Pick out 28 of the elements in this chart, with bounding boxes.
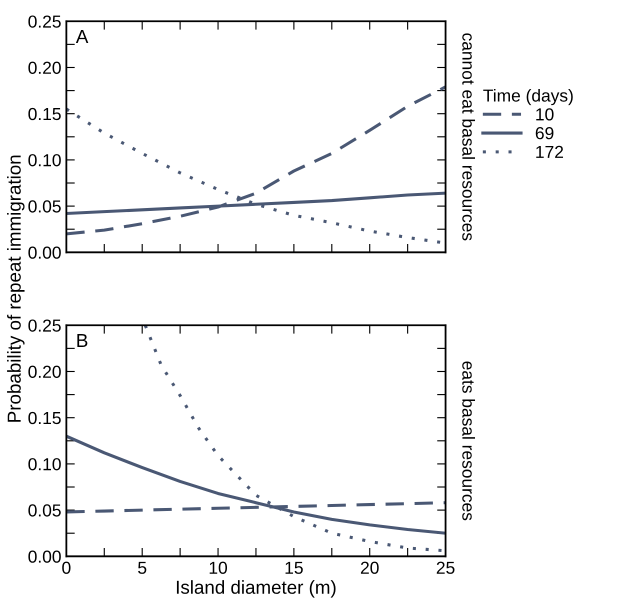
- x-axis-title: Island diameter (m): [176, 580, 336, 598]
- legend-label: 172: [536, 146, 564, 158]
- legend-label: 10: [536, 108, 554, 121]
- legend-title: Time (days): [483, 88, 573, 106]
- y-axis-title: Probability of repeat immigration: [7, 156, 25, 422]
- annotation: A: [76, 30, 88, 43]
- legend-label: 69: [536, 127, 554, 140]
- y-tick-label: 0.25: [28, 319, 61, 332]
- y-tick-label: 0.15: [28, 108, 61, 120]
- annotation: B: [77, 334, 88, 347]
- text: eats basal resources: [462, 361, 476, 520]
- x-tick-label: 20: [360, 562, 379, 574]
- y-tick-label: 0.05: [28, 200, 61, 213]
- y-tick-label: 0.00: [28, 246, 61, 259]
- y-tick-label: 0.00: [28, 550, 61, 563]
- x-tick-label: 15: [286, 562, 303, 574]
- text: cannot eat basal resources: [462, 33, 476, 240]
- y-tick-label: 0.05: [28, 504, 61, 517]
- y-tick-label: 0.10: [28, 154, 61, 166]
- x-tick-label: 5: [138, 562, 146, 574]
- x-tick-label: 10: [210, 562, 228, 574]
- x-tick-label: 0: [62, 562, 71, 574]
- y-tick-label: 0.20: [28, 366, 61, 378]
- x-tick-label: 25: [436, 562, 454, 574]
- y-tick-label: 0.20: [28, 62, 61, 74]
- y-tick-label: 0.25: [28, 15, 61, 28]
- y-tick-label: 0.15: [28, 412, 61, 424]
- y-tick-label: 0.10: [28, 458, 61, 470]
